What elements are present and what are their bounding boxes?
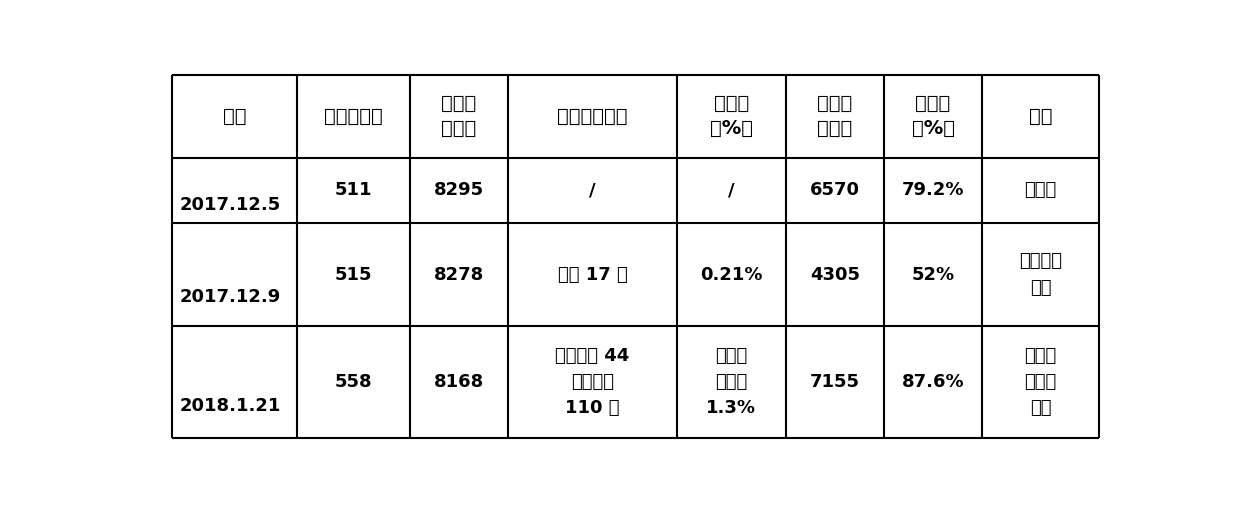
Text: 515: 515	[335, 266, 372, 283]
Text: 换羽后
产蛋上
高峰: 换羽后 产蛋上 高峰	[1024, 347, 1056, 417]
Text: 511: 511	[335, 182, 372, 199]
Text: 4305: 4305	[810, 266, 861, 283]
Text: /: /	[589, 182, 595, 199]
Text: /: /	[728, 182, 735, 199]
Text: 2017.12.9: 2017.12.9	[180, 288, 281, 306]
Text: 日期: 日期	[223, 106, 247, 126]
Text: 7155: 7155	[810, 373, 861, 391]
Text: 52%: 52%	[911, 266, 955, 283]
Text: 6570: 6570	[810, 182, 861, 199]
Text: 换羽前: 换羽前	[1024, 182, 1056, 199]
Text: 79.2%: 79.2%	[901, 182, 965, 199]
Text: 换羽期间 44
天总死淘
110 只: 换羽期间 44 天总死淘 110 只	[556, 347, 630, 417]
Text: 死淘数（只）: 死淘数（只）	[557, 106, 627, 126]
Text: 产蛋率
（%）: 产蛋率 （%）	[911, 94, 955, 138]
Text: 2018.1.21: 2018.1.21	[180, 397, 281, 415]
Text: 日龄（天）: 日龄（天）	[324, 106, 383, 126]
Text: 558: 558	[335, 373, 372, 391]
Text: 产蛋数
（枚）: 产蛋数 （枚）	[817, 94, 853, 138]
Text: 0.21%: 0.21%	[701, 266, 763, 283]
Text: 8168: 8168	[434, 373, 484, 391]
Text: 存栏数
（只）: 存栏数 （只）	[441, 94, 476, 138]
Text: 换羽开始
停料: 换羽开始 停料	[1019, 252, 1061, 297]
Text: 8295: 8295	[434, 182, 484, 199]
Text: 备注: 备注	[1029, 106, 1053, 126]
Text: 换羽总
死淘率
1.3%: 换羽总 死淘率 1.3%	[707, 347, 756, 417]
Text: 8278: 8278	[434, 266, 484, 283]
Text: 当天 17 只: 当天 17 只	[558, 266, 627, 283]
Text: 2017.12.5: 2017.12.5	[180, 196, 281, 213]
Text: 87.6%: 87.6%	[901, 373, 965, 391]
Text: 死淘率
（%）: 死淘率 （%）	[711, 94, 753, 138]
